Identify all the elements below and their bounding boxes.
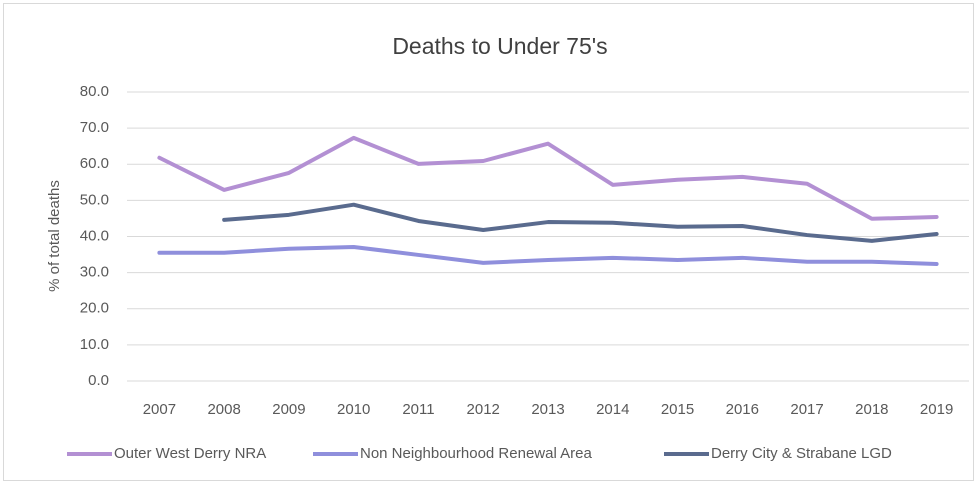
series-line	[157, 135, 939, 221]
y-tick-label: 20.0	[80, 300, 109, 317]
x-tick-label: 2013	[531, 401, 564, 418]
x-tick-label: 2007	[143, 401, 176, 418]
x-tick-label: 2016	[726, 401, 759, 418]
x-tick-label: 2009	[272, 401, 305, 418]
y-tick-label: 40.0	[80, 227, 109, 244]
y-tick-label: 10.0	[80, 336, 109, 353]
x-tick-label: 2019	[920, 401, 953, 418]
x-tick-label: 2010	[337, 401, 370, 418]
y-tick-label: 30.0	[80, 264, 109, 281]
y-tick-label: 60.0	[80, 155, 109, 172]
legend-label: Derry City & Strabane LGD	[711, 445, 892, 462]
y-tick-label: 0.0	[88, 372, 109, 389]
x-tick-label: 2011	[402, 401, 434, 418]
legend-label: Outer West Derry NRA	[114, 445, 266, 462]
x-tick-label: 2012	[467, 401, 500, 418]
y-axis-label: % of total deaths	[46, 180, 63, 292]
x-tick-label: 2008	[207, 401, 240, 418]
x-tick-label: 2015	[661, 401, 694, 418]
y-tick-label: 80.0	[80, 83, 109, 100]
x-tick-label: 2018	[855, 401, 888, 418]
series-line	[222, 202, 939, 243]
y-tick-label: 70.0	[80, 119, 109, 136]
y-tick-label: 50.0	[80, 191, 109, 208]
chart-title: Deaths to Under 75's	[392, 33, 607, 59]
x-tick-label: 2017	[790, 401, 823, 418]
x-tick-label: 2014	[596, 401, 629, 418]
series-line	[157, 244, 939, 266]
chart-border	[3, 3, 974, 481]
legend-label: Non Neighbourhood Renewal Area	[360, 445, 592, 462]
